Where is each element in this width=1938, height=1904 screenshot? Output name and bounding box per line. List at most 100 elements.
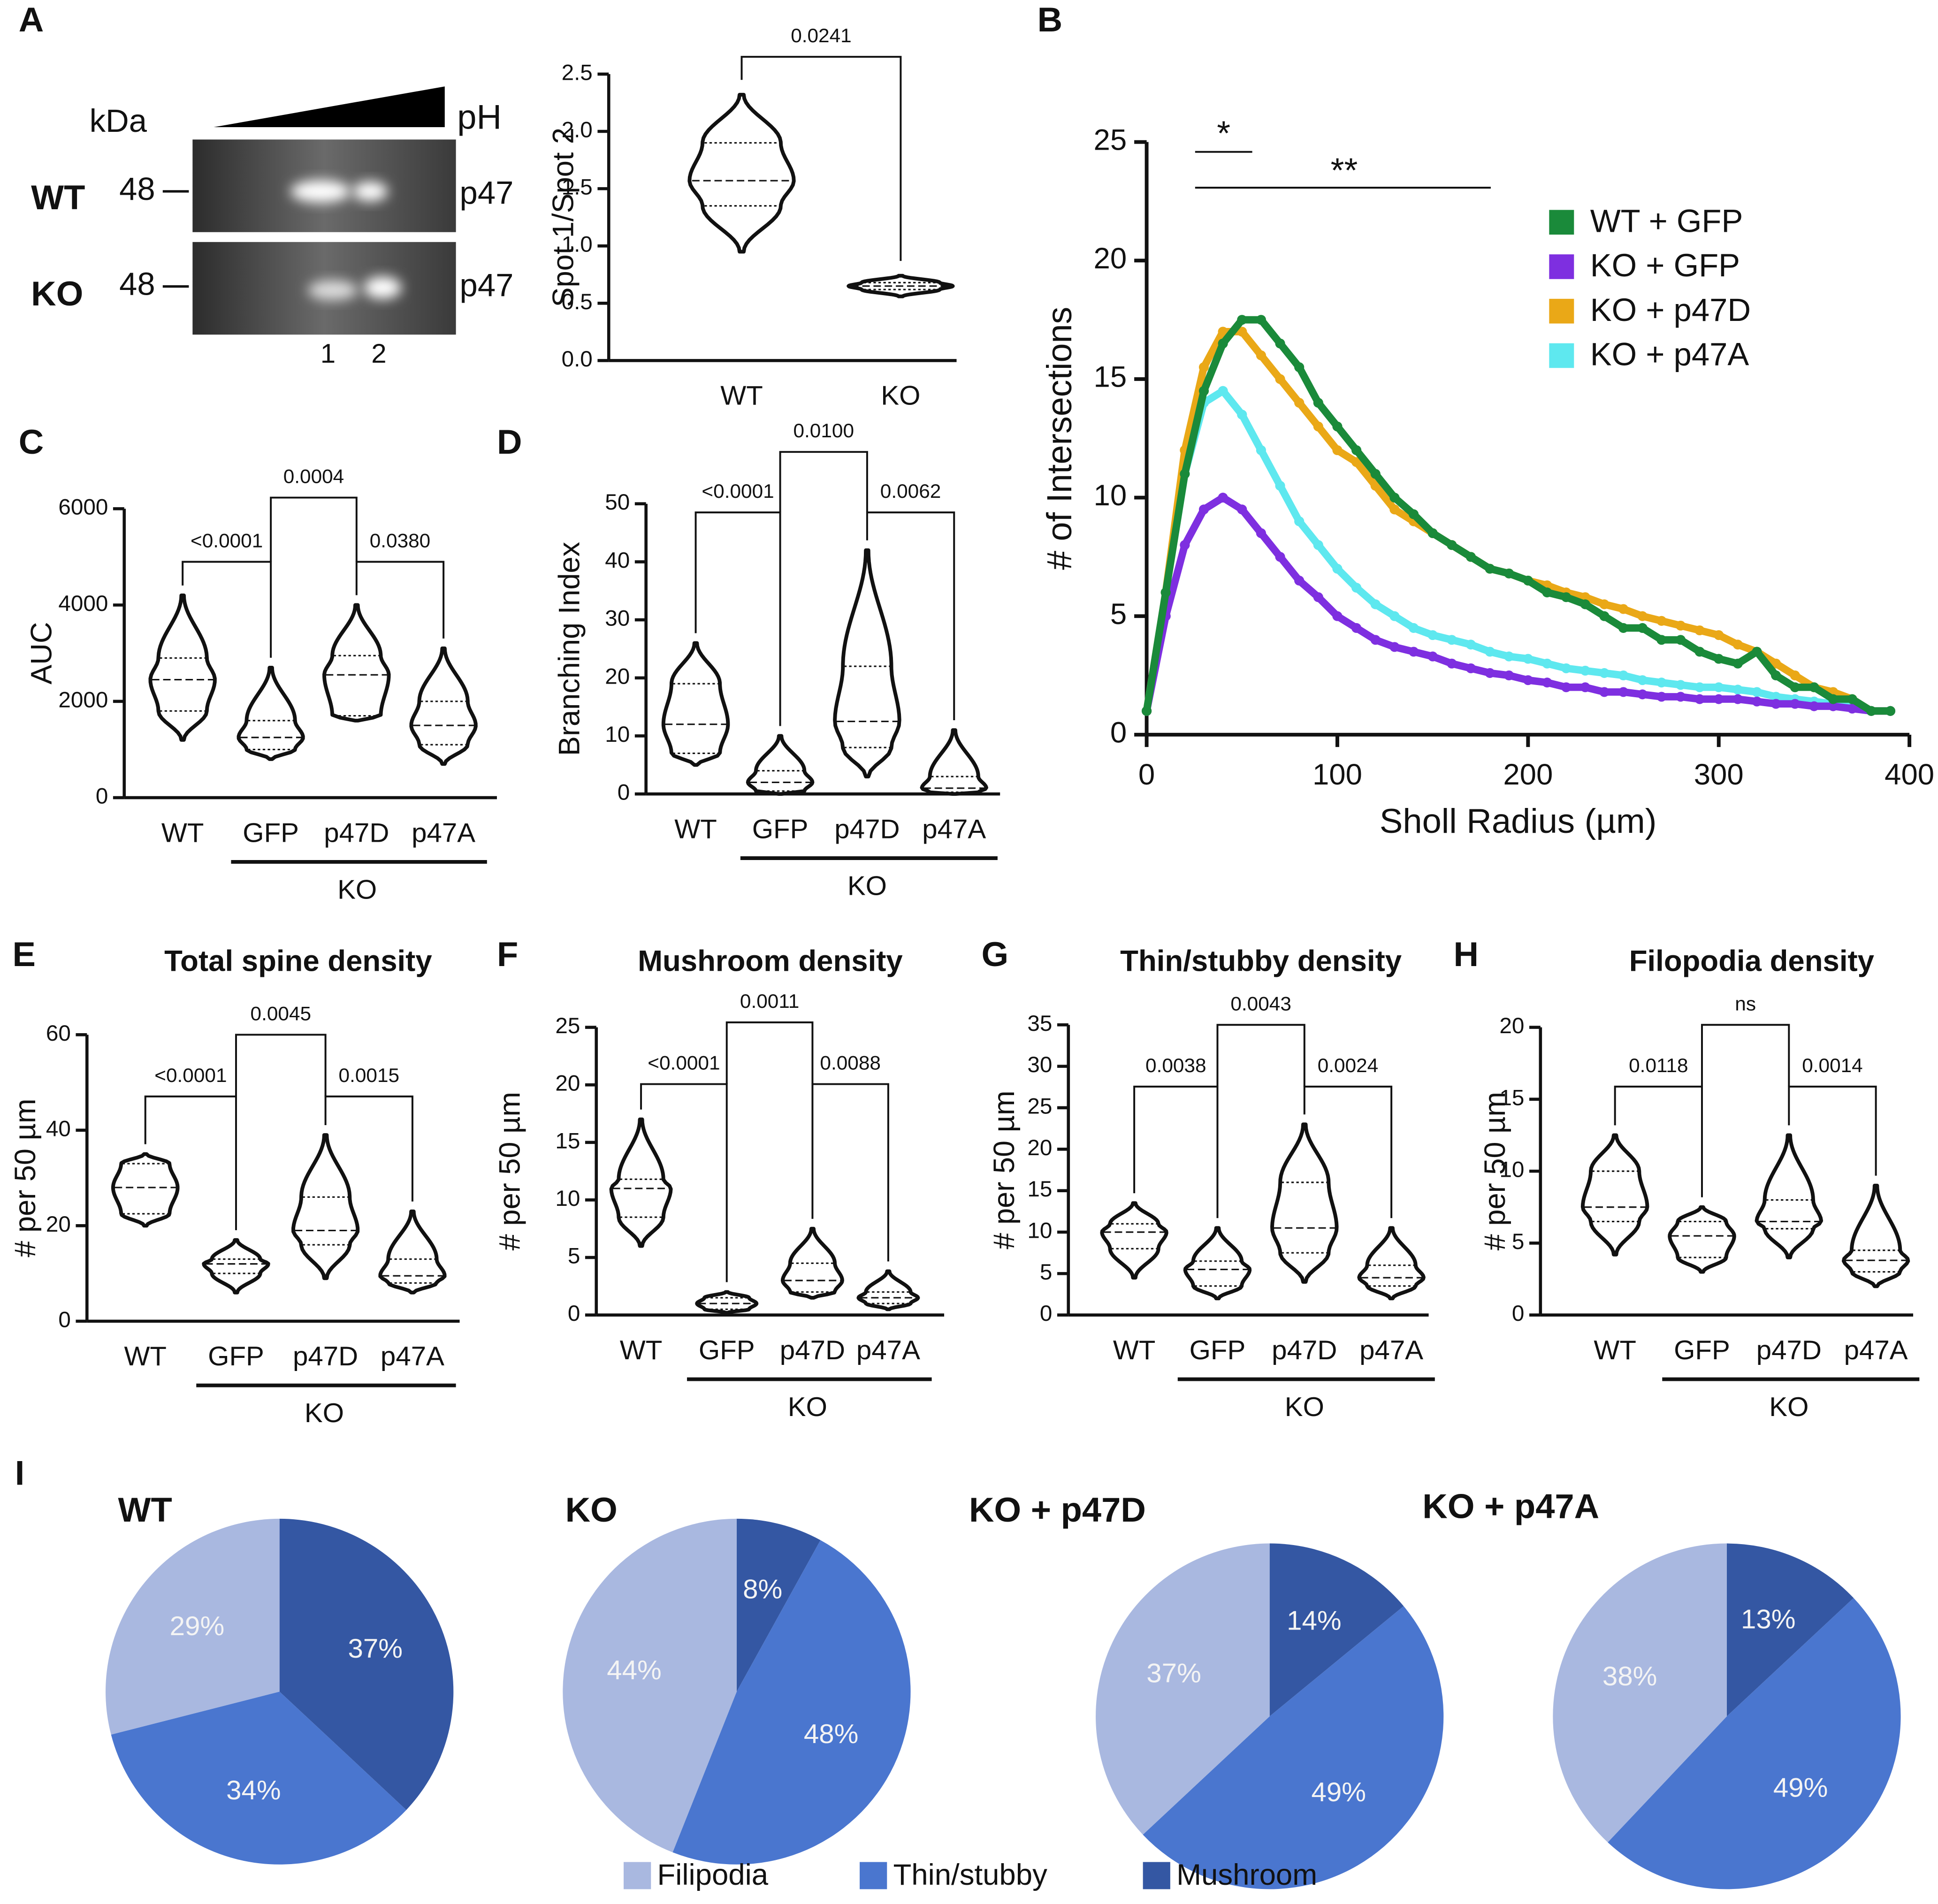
- line-point: [1752, 696, 1762, 707]
- line-point: [1504, 651, 1514, 662]
- pie-slice: [1143, 1606, 1444, 1889]
- violin: [609, 1117, 673, 1248]
- x-tick-label: p47D: [324, 817, 389, 848]
- x-tick-label: GFP: [752, 814, 809, 845]
- line-point: [1618, 687, 1629, 697]
- line-point: [1542, 658, 1552, 669]
- line-point: [1370, 480, 1381, 491]
- comparison-label: <0.0001: [154, 1064, 227, 1086]
- line-point: [1198, 504, 1209, 515]
- panel-label: B: [1038, 0, 1063, 39]
- line-point: [1218, 327, 1228, 337]
- line-point: [1732, 640, 1743, 650]
- y-tick-label: 40: [605, 548, 630, 573]
- blot-axis: pH: [457, 98, 502, 137]
- line-point: [1275, 338, 1285, 349]
- legend-swatch: [624, 1862, 651, 1889]
- line-point: [1809, 682, 1819, 693]
- row-label: WT: [31, 178, 85, 217]
- line-point: [1485, 564, 1495, 574]
- y-axis-label: # per 50 µm: [988, 1090, 1021, 1249]
- line-point: [1523, 654, 1533, 664]
- y-axis-label: Branching Index: [553, 542, 586, 756]
- line-point: [1313, 421, 1323, 432]
- y-tick-label: 0: [58, 1307, 71, 1332]
- y-tick-label: 1.0: [562, 232, 593, 257]
- x-tick-label: p47A: [1359, 1335, 1423, 1365]
- y-tick-label: 10: [555, 1186, 580, 1211]
- legend-label: KO + p47D: [1590, 292, 1751, 328]
- comparison-bracket: [740, 56, 902, 261]
- violin: [687, 92, 796, 254]
- row-label: KO: [31, 274, 83, 313]
- line-point: [1637, 689, 1648, 700]
- pie-slice: [1096, 1543, 1270, 1835]
- comparison-label: 0.0118: [1629, 1054, 1688, 1076]
- spot-label: 2: [371, 338, 386, 369]
- line-point: [1389, 493, 1400, 503]
- comparison-bracket: [1788, 1085, 1877, 1176]
- x-tick-label: WT: [620, 1335, 663, 1365]
- y-tick-label: 10: [1027, 1219, 1052, 1243]
- line-point: [1828, 694, 1839, 704]
- line-point: [1237, 327, 1247, 337]
- x-tick-label: WT: [161, 817, 204, 848]
- annotation: *: [1217, 114, 1230, 152]
- y-tick-label: 0: [1040, 1301, 1053, 1326]
- group-label: KO: [305, 1398, 344, 1428]
- comparison-label: 0.0380: [370, 530, 431, 552]
- line-point: [1771, 699, 1781, 709]
- y-tick-label: 0: [618, 780, 630, 805]
- x-tick-label: 0: [1138, 758, 1155, 791]
- line-point: [1675, 620, 1686, 631]
- comparison-bracket: [235, 1034, 327, 1097]
- y-tick-label: 0: [568, 1301, 580, 1326]
- y-tick-label: 15: [555, 1128, 580, 1153]
- y-axis-label: Spot 1/Spot 2: [547, 128, 580, 307]
- comparison-label: 0.0014: [1802, 1054, 1863, 1076]
- pie-slice: [1269, 1543, 1404, 1716]
- violin: [378, 1209, 447, 1295]
- x-tick-label: GFP: [1674, 1335, 1730, 1365]
- y-axis-label: AUC: [25, 622, 58, 684]
- x-tick-label: WT: [1594, 1335, 1636, 1365]
- line-point: [1599, 599, 1610, 609]
- line-point: [1389, 642, 1400, 652]
- line-point: [1561, 682, 1572, 693]
- x-tick-label: WT: [720, 381, 763, 411]
- comparison-label: <0.0001: [702, 480, 774, 502]
- line-point: [1561, 592, 1572, 602]
- line-point: [1256, 528, 1267, 538]
- comparison-bracket: [1133, 1085, 1219, 1219]
- x-tick-label: 300: [1694, 758, 1744, 791]
- line-point: [1542, 587, 1552, 598]
- violin: [780, 1226, 844, 1300]
- line-point: [1771, 692, 1781, 702]
- line-point: [1656, 692, 1667, 702]
- line-point: [1294, 397, 1305, 408]
- line-point: [1504, 670, 1514, 681]
- violin: [322, 603, 391, 723]
- line-point: [1332, 445, 1343, 456]
- comparison-bracket: [694, 511, 781, 726]
- comparison-bracket: [811, 1083, 889, 1262]
- violin: [1357, 1226, 1426, 1301]
- line-point: [1523, 575, 1533, 586]
- line-point: [1294, 516, 1305, 526]
- pie-slice: [106, 1518, 280, 1735]
- line-point: [1656, 678, 1667, 688]
- y-tick-label: 60: [46, 1021, 71, 1046]
- line-point: [1447, 658, 1457, 669]
- y-tick-label: 40: [46, 1116, 71, 1141]
- violin: [1755, 1133, 1824, 1260]
- line-point: [1313, 592, 1323, 602]
- line-point: [1351, 583, 1362, 593]
- chart-title: KO + p47A: [1422, 1487, 1599, 1526]
- line-point: [1504, 568, 1514, 579]
- legend-swatch: [860, 1862, 887, 1889]
- comparison-bracket: [182, 561, 272, 658]
- line-point: [1714, 630, 1724, 640]
- line-series: [1143, 494, 1891, 715]
- pie-slice: [279, 1518, 454, 1810]
- y-tick-label: 10: [1499, 1158, 1524, 1182]
